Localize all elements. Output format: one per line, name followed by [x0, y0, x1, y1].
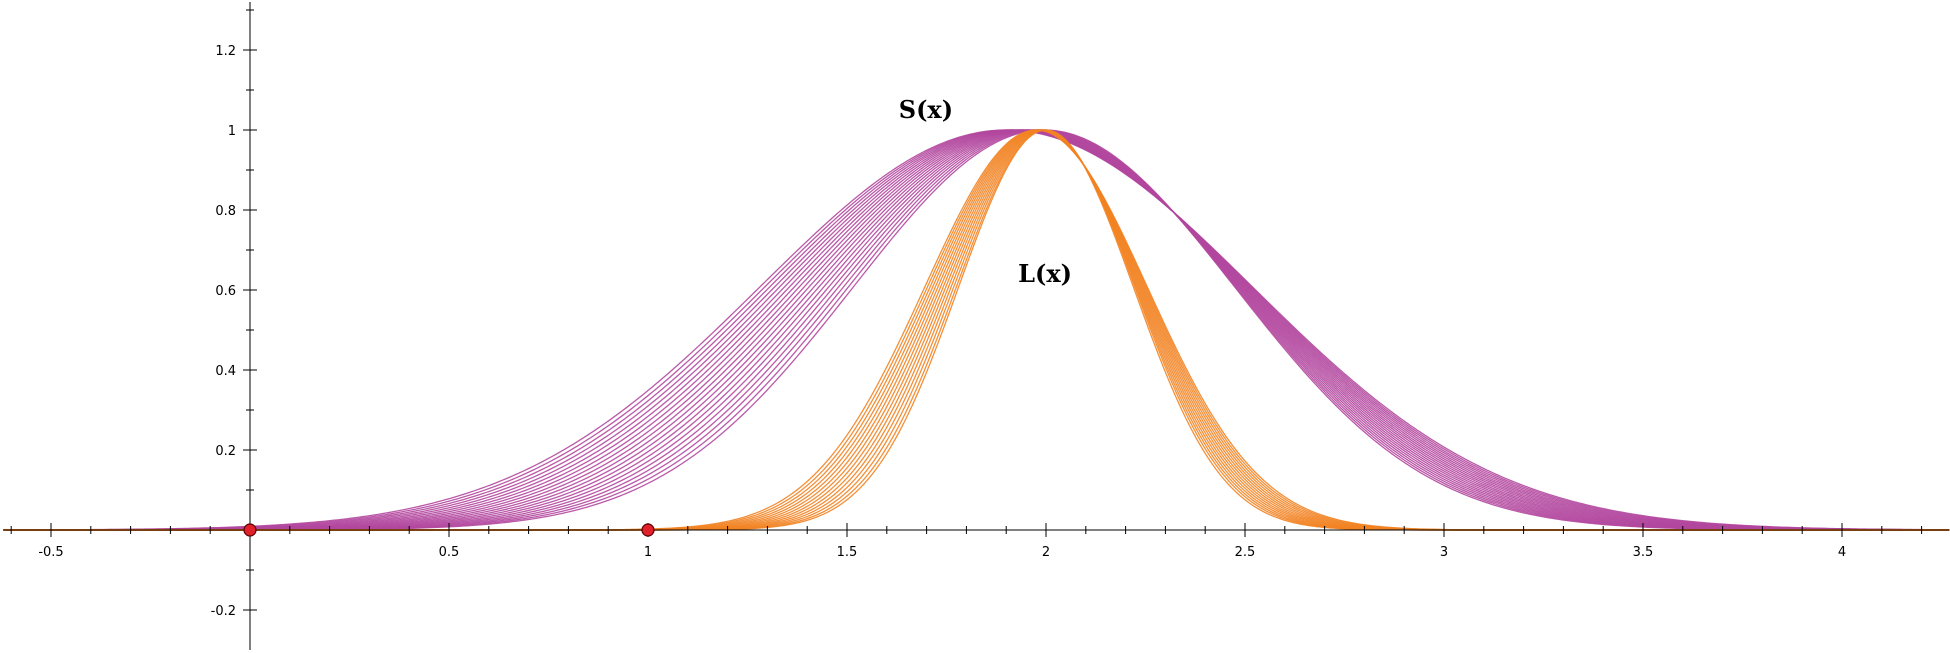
x-tick-label: 3.5 — [1633, 545, 1654, 560]
y-tick-label: 1 — [228, 124, 236, 139]
marked-point — [243, 523, 257, 537]
y-tick-label: -0.2 — [211, 604, 236, 619]
x-tick-label: 3 — [1440, 545, 1448, 560]
x-tick-label: -0.5 — [38, 545, 63, 560]
x-tick-label: 1 — [644, 545, 652, 560]
curve-label-l: L(x) — [1018, 259, 1072, 288]
x-tick-label: 0.5 — [439, 545, 460, 560]
l-curve-family — [3, 129, 1950, 531]
curve-label-s: S(x) — [899, 95, 953, 124]
y-tick-label: 1.2 — [215, 44, 236, 59]
marked-point — [641, 523, 655, 537]
axes: -0.5 0.5 1 1.5 2 2.5 3 3.5 4 1.2 1 0.8 0.6 0.4 0.2 -0.… — [3, 2, 1950, 650]
s-curve-line — [3, 129, 1950, 531]
curve-labels: S(x) L(x) — [899, 95, 1072, 288]
x-tick-label: 2.5 — [1235, 545, 1256, 560]
x-tick-label: 4 — [1838, 545, 1846, 560]
x-tick-label: 2 — [1042, 545, 1050, 560]
l-curve-line — [3, 129, 1950, 531]
x-ticks: -0.5 0.5 1 1.5 2 2.5 3 3.5 4 — [38, 523, 1846, 560]
y-tick-label: 0.8 — [215, 204, 236, 219]
y-tick-label: 0.6 — [215, 284, 236, 299]
s-curve-family — [3, 129, 1950, 531]
y-ticks: 1.2 1 0.8 0.6 0.4 0.2 -0.2 — [211, 44, 257, 619]
marked-points — [243, 523, 655, 537]
x-tick-label: 1.5 — [837, 545, 858, 560]
y-tick-label: 0.2 — [215, 444, 236, 459]
y-tick-label: 0.4 — [215, 364, 236, 379]
